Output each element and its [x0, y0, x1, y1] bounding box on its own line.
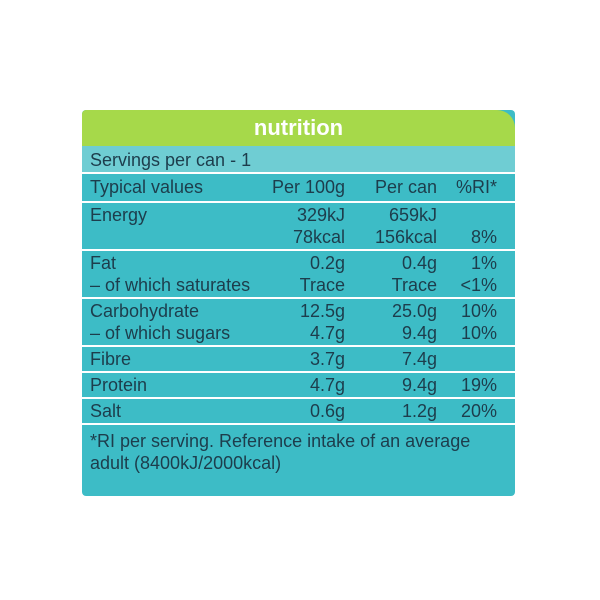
- cell: 8%: [470, 227, 497, 247]
- row-label: Carbohydrate: [90, 301, 200, 321]
- separator: [82, 423, 515, 425]
- cell: Trace: [391, 275, 437, 295]
- cell: 4.7g: [309, 375, 345, 395]
- cell: 19%: [460, 375, 497, 395]
- cell: Per 100g: [271, 177, 345, 197]
- cell: 3.7g: [309, 349, 345, 369]
- cell: 10%: [460, 323, 497, 343]
- cell: 0.6g: [309, 401, 345, 421]
- cell: 9.4g: [401, 375, 437, 395]
- cell: 156kcal: [374, 227, 437, 247]
- cell: 25.0g: [391, 301, 437, 321]
- row-label: Energy: [90, 205, 148, 225]
- row-label: Typical values: [90, 177, 204, 197]
- cell: 7.4g: [401, 349, 437, 369]
- servings-band: [82, 146, 515, 172]
- cell: 4.7g: [309, 323, 345, 343]
- cell: 10%: [460, 301, 497, 321]
- cell: 12.5g: [299, 301, 345, 321]
- cell: 0.2g: [309, 253, 345, 273]
- cell: 9.4g: [401, 323, 437, 343]
- cell: 329kJ: [296, 205, 345, 225]
- row-label: – of which sugars: [90, 323, 231, 343]
- separator: [82, 172, 515, 174]
- row-label: Fat: [90, 253, 117, 273]
- separator: [82, 371, 515, 373]
- nutrition-panel: nutrition *RI per serving. Reference int…: [82, 110, 515, 496]
- separator: [82, 345, 515, 347]
- separator: [82, 201, 515, 203]
- cell: 1.2g: [401, 401, 437, 421]
- row-label: Salt: [90, 401, 122, 421]
- footnote: *RI per serving. Reference intake of an …: [90, 431, 471, 473]
- cell: 1%: [470, 253, 497, 273]
- row-label: – of which saturates: [90, 275, 251, 295]
- row-label: Protein: [90, 375, 148, 395]
- cell: Per can: [374, 177, 437, 197]
- cell: %RI*: [455, 177, 497, 197]
- servings: Servings per can - 1: [90, 150, 252, 170]
- row-label: Fibre: [90, 349, 132, 369]
- cell: 20%: [460, 401, 497, 421]
- separator: [82, 249, 515, 251]
- cell: Trace: [299, 275, 345, 295]
- cell: 78kcal: [292, 227, 345, 247]
- separator: [82, 297, 515, 299]
- cell: 0.4g: [401, 253, 437, 273]
- separator: [82, 397, 515, 399]
- cell: 659kJ: [388, 205, 437, 225]
- cell: <1%: [460, 275, 497, 295]
- panel-title: nutrition: [82, 110, 515, 146]
